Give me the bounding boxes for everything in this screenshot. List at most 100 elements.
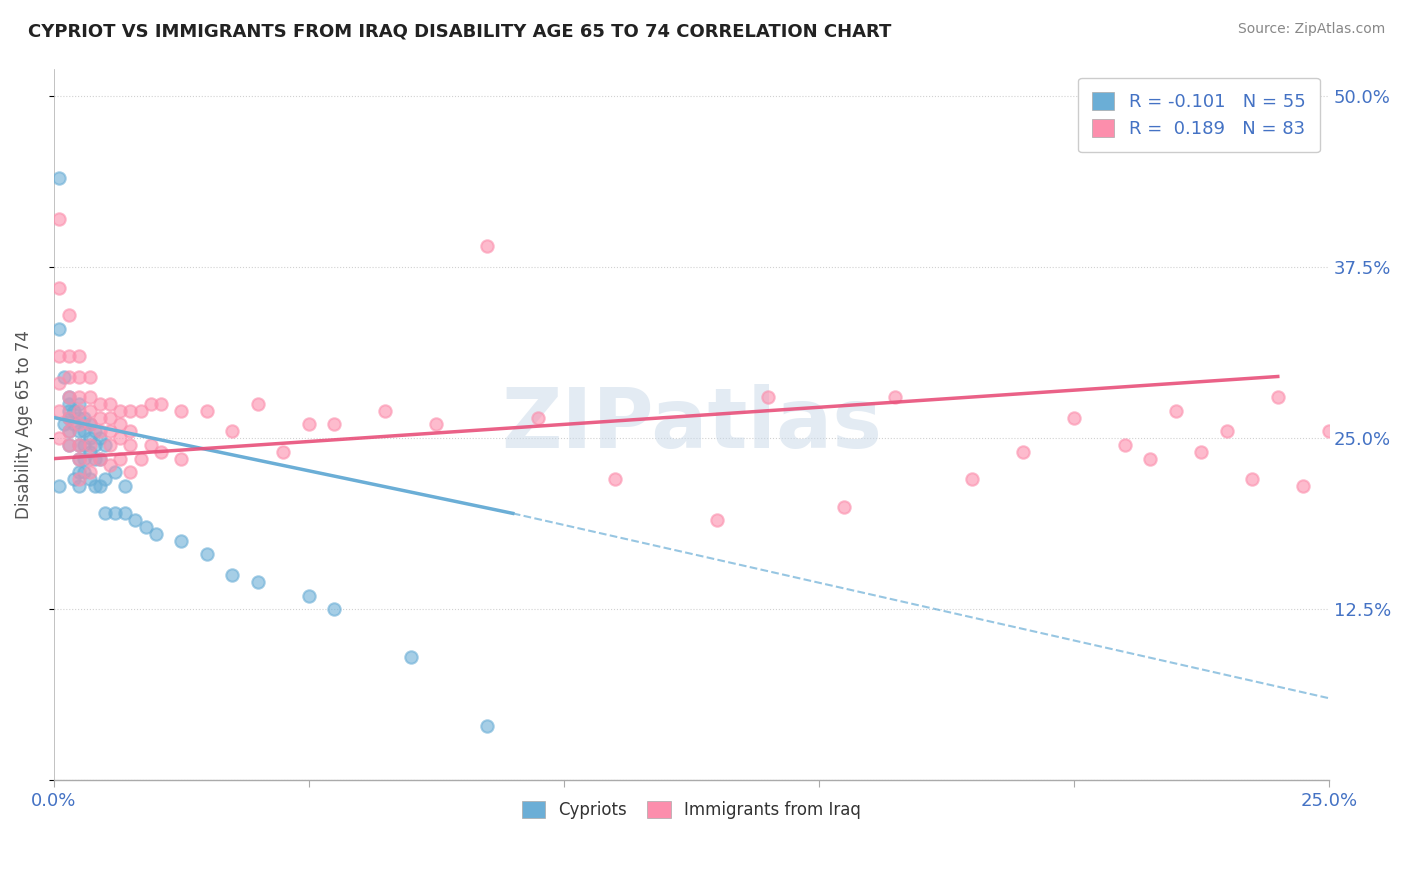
Point [67,410,90,425]
Point [48,479,70,493]
Point [67,369,90,384]
Point [94,472,117,486]
Point [89,479,111,493]
Point [73,451,96,466]
Point [73,410,96,425]
Point [89,431,111,445]
Point [221,424,243,438]
Point [58,438,80,452]
Point [58,397,80,411]
Point [221,568,243,582]
Point [139,397,162,411]
Point [48,171,70,186]
Point [120,438,142,452]
Point [58,403,80,417]
Point [79,431,101,445]
Point [67,349,90,363]
Y-axis label: Disability Age 65 to 74: Disability Age 65 to 74 [15,330,32,519]
Point [48,321,70,335]
Text: CYPRIOT VS IMMIGRANTS FROM IRAQ DISABILITY AGE 65 TO 74 CORRELATION CHART: CYPRIOT VS IMMIGRANTS FROM IRAQ DISABILI… [28,22,891,40]
Point [832,500,855,514]
Point [298,417,321,432]
Point [94,507,117,521]
Point [706,513,728,527]
Point [108,451,131,466]
Point [58,308,80,322]
Point [83,438,105,452]
Point [48,403,70,417]
Point [58,349,80,363]
Point [63,403,86,417]
Point [1164,403,1187,417]
Point [1343,533,1365,548]
Point [114,507,136,521]
Point [58,369,80,384]
Point [960,472,983,486]
Point [67,424,90,438]
Point [298,589,321,603]
Point [79,369,101,384]
Point [67,403,90,417]
Point [98,438,121,452]
Point [527,410,550,425]
Point [135,520,157,534]
Point [48,376,70,391]
Point [477,718,499,732]
Point [48,280,70,294]
Point [67,472,90,486]
Point [53,369,76,384]
Point [195,403,218,417]
Point [67,451,90,466]
Point [120,466,142,480]
Point [425,417,447,432]
Point [79,403,101,417]
Point [89,424,111,438]
Point [83,451,105,466]
Point [58,410,80,425]
Point [195,548,218,562]
Point [79,417,101,432]
Point [73,424,96,438]
Point [98,410,121,425]
Point [67,438,90,452]
Point [884,390,907,404]
Point [67,479,90,493]
Point [83,479,105,493]
Point [323,417,346,432]
Point [1267,390,1289,404]
Point [1189,444,1212,458]
Point [89,451,111,466]
Point [1241,472,1264,486]
Point [67,451,90,466]
Point [108,417,131,432]
Point [53,417,76,432]
Point [89,451,111,466]
Point [48,431,70,445]
Point [79,472,101,486]
Point [1317,424,1340,438]
Point [108,403,131,417]
Point [58,410,80,425]
Point [94,438,117,452]
Point [145,527,167,541]
Point [149,444,172,458]
Point [48,212,70,227]
Point [67,397,90,411]
Point [129,451,152,466]
Point [58,424,80,438]
Point [1139,451,1161,466]
Point [246,574,269,589]
Point [79,417,101,432]
Point [756,390,779,404]
Point [48,349,70,363]
Point [273,444,295,458]
Point [79,438,101,452]
Point [67,438,90,452]
Text: ZIPatlas: ZIPatlas [501,384,882,465]
Point [170,403,193,417]
Point [63,472,86,486]
Point [139,438,162,452]
Point [120,424,142,438]
Point [79,444,101,458]
Point [477,239,499,253]
